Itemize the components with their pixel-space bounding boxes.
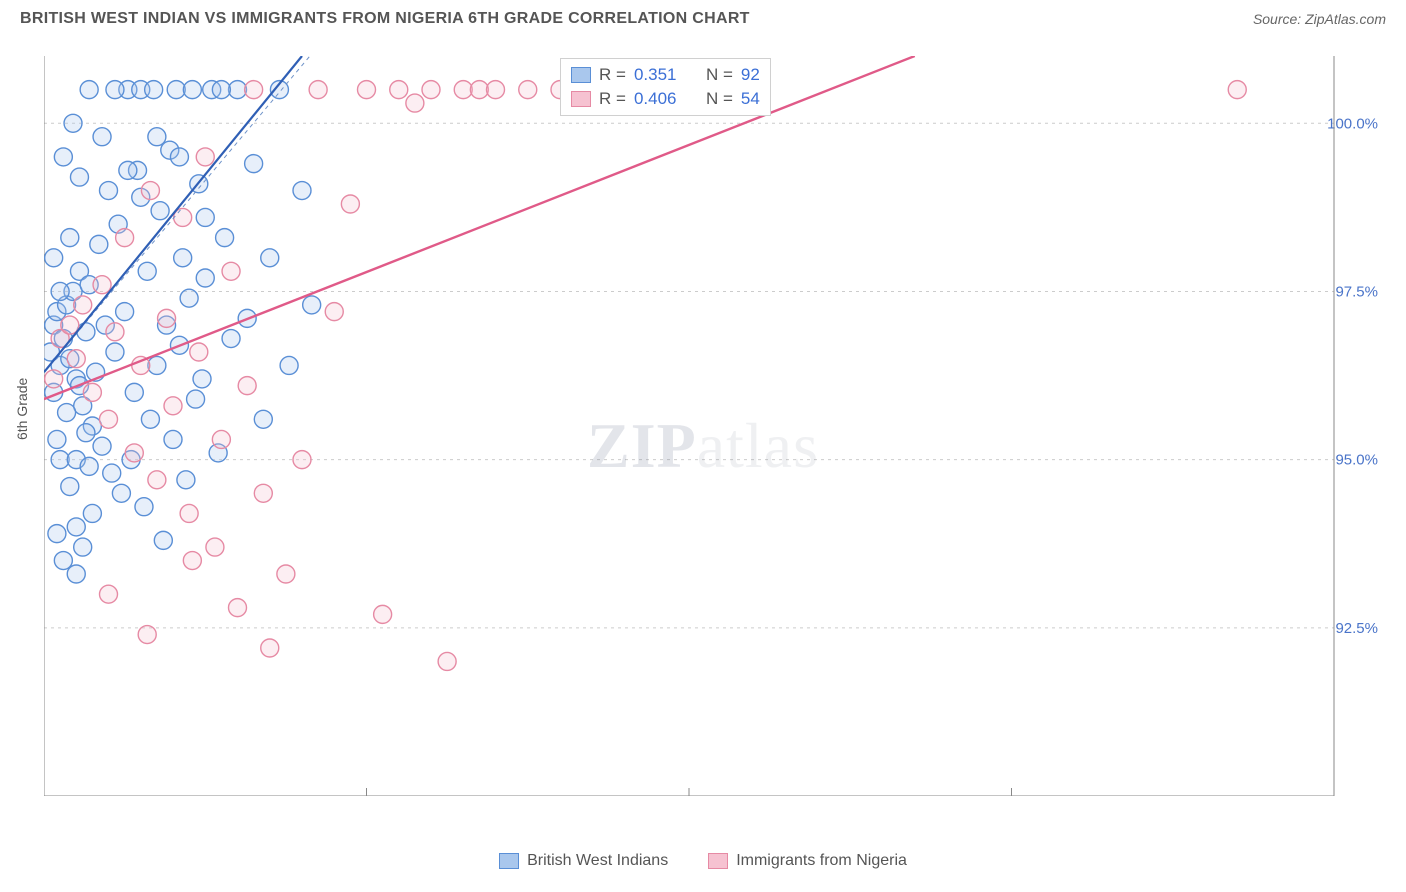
scatter-chart-svg: 92.5%95.0%97.5%100.0%0.0%40.0%: [44, 56, 1384, 796]
n-label: N =: [706, 65, 733, 85]
legend-bottom-label-2: Immigrants from Nigeria: [736, 852, 907, 870]
n-value-1: 92: [741, 65, 760, 85]
r-value-1: 0.351: [634, 65, 690, 85]
legend-item-2: Immigrants from Nigeria: [708, 852, 907, 870]
legend-item-1: British West Indians: [499, 852, 668, 870]
legend-swatch-2: [571, 91, 591, 107]
legend-row-series-2: R = 0.406 N = 54: [571, 87, 760, 111]
series-legend: British West Indians Immigrants from Nig…: [0, 852, 1406, 870]
r-value-2: 0.406: [634, 89, 690, 109]
svg-text:100.0%: 100.0%: [1327, 115, 1378, 132]
svg-text:95.0%: 95.0%: [1335, 452, 1378, 469]
legend-bottom-swatch-1: [499, 853, 519, 869]
chart-source: Source: ZipAtlas.com: [1253, 11, 1386, 27]
legend-bottom-label-1: British West Indians: [527, 852, 668, 870]
n-label: N =: [706, 89, 733, 109]
chart-area: 92.5%95.0%97.5%100.0%0.0%40.0%: [44, 56, 1384, 796]
svg-text:97.5%: 97.5%: [1335, 283, 1378, 300]
n-value-2: 54: [741, 89, 760, 109]
r-label: R =: [599, 89, 626, 109]
r-label: R =: [599, 65, 626, 85]
svg-text:92.5%: 92.5%: [1335, 620, 1378, 637]
y-axis-label: 6th Grade: [14, 378, 30, 440]
chart-title: BRITISH WEST INDIAN VS IMMIGRANTS FROM N…: [20, 10, 750, 28]
legend-row-series-1: R = 0.351 N = 92: [571, 63, 760, 87]
correlation-legend: R = 0.351 N = 92 R = 0.406 N = 54: [560, 58, 771, 116]
legend-swatch-1: [571, 67, 591, 83]
legend-bottom-swatch-2: [708, 853, 728, 869]
